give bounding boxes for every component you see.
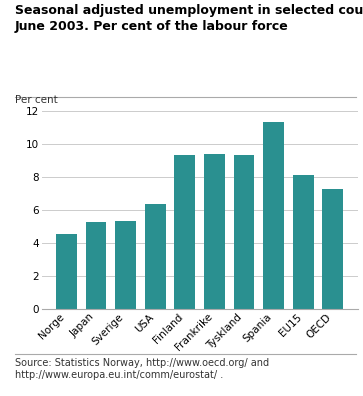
Bar (263, 122, 284, 309)
Bar (293, 175, 314, 309)
Text: Source: Statistics Norway, http://www.oecd.org/ and
http://www.europa.eu.int/com: Source: Statistics Norway, http://www.oe… (15, 358, 269, 380)
Bar (204, 154, 225, 309)
Bar (145, 204, 166, 309)
Bar (234, 154, 254, 309)
Text: Per cent: Per cent (15, 95, 57, 105)
Text: Seasonal adjusted unemployment in selected countries,
June 2003. Per cent of the: Seasonal adjusted unemployment in select… (15, 4, 363, 33)
Bar (115, 221, 136, 309)
Bar (56, 234, 77, 309)
Bar (322, 189, 343, 309)
Bar (86, 222, 106, 309)
Bar (175, 155, 195, 309)
